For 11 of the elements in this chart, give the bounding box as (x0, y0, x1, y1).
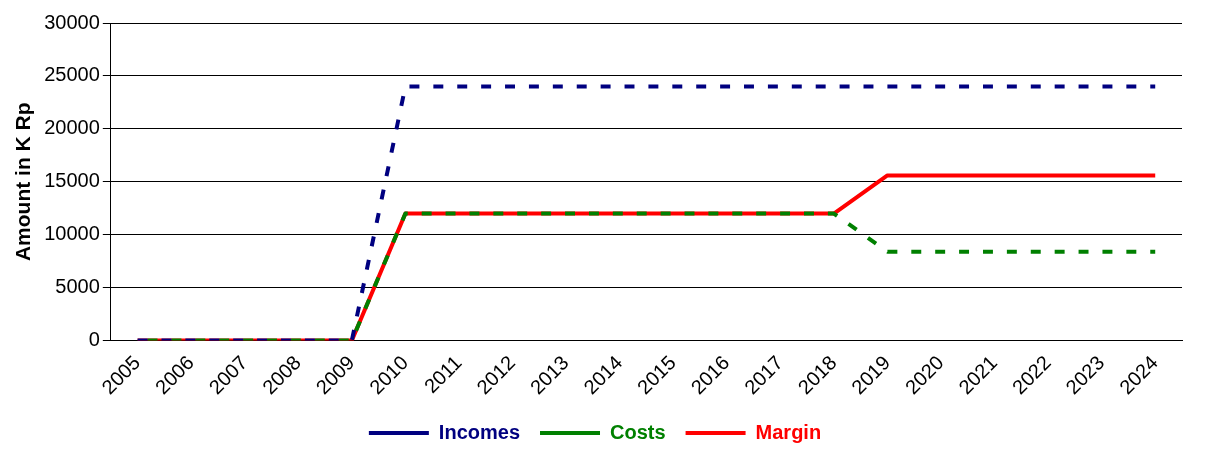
legend-label: Costs (610, 420, 666, 443)
y-tick-label: 0 (88, 328, 100, 351)
legend-label: Margin (755, 420, 822, 443)
y-axis-title: Amount in K Rp (11, 102, 35, 262)
y-tick-label: 30000 (44, 10, 100, 33)
legend-label: Incomes (438, 420, 521, 443)
y-tick-label: 25000 (44, 63, 100, 86)
y-tick-label: 10000 (44, 222, 100, 245)
y-tick-label: 15000 (44, 169, 100, 192)
y-tick-label: 20000 (44, 116, 100, 139)
y-tick-label: 5000 (55, 275, 100, 298)
